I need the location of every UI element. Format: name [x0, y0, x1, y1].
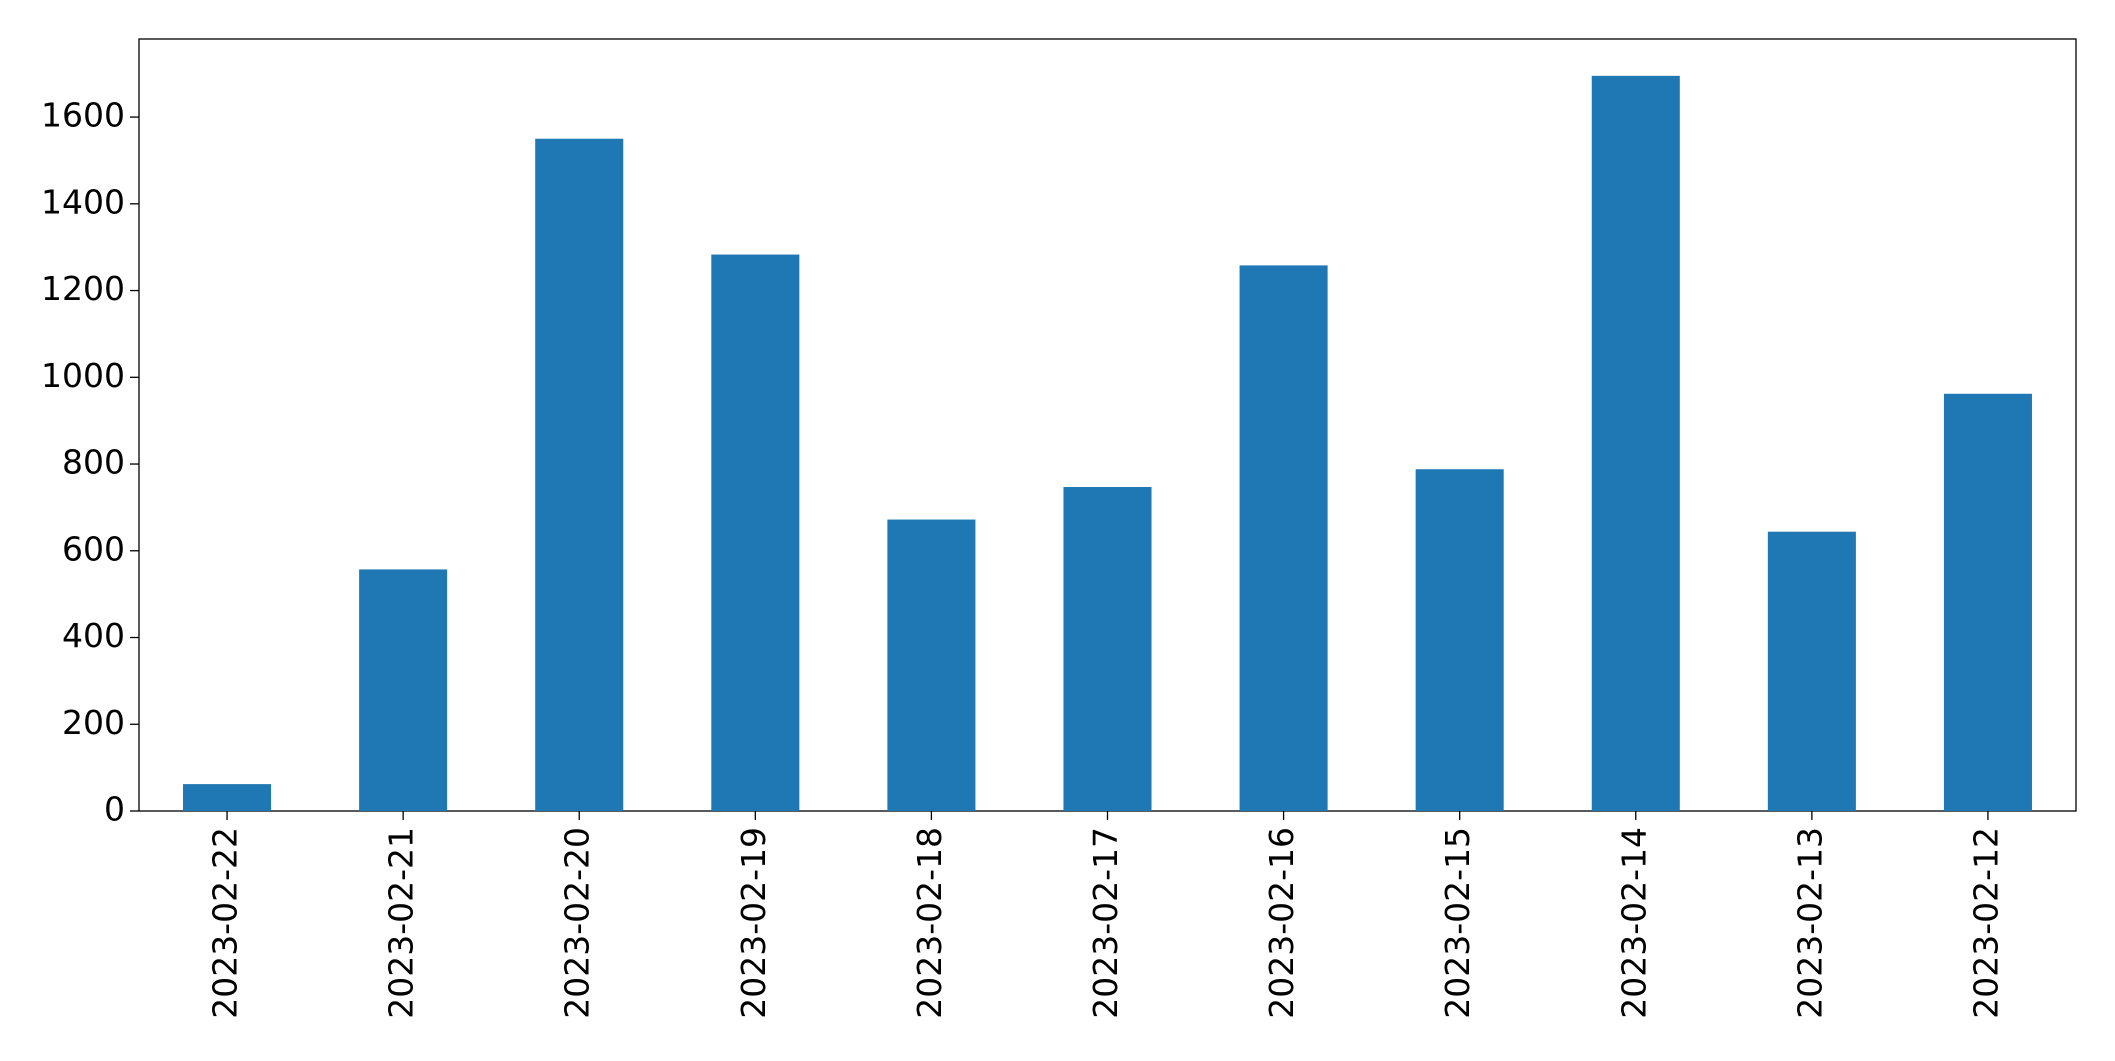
y-tick-label: 400: [62, 616, 125, 655]
bar: [1415, 469, 1504, 811]
y-tick-label: 0: [104, 790, 125, 829]
y-tick-label: 1600: [41, 96, 125, 135]
x-tick-label: 2023-02-14: [1614, 827, 1653, 1019]
bar: [183, 784, 272, 811]
x-tick-label: 2023-02-20: [558, 827, 597, 1019]
y-tick-label: 1200: [41, 269, 125, 308]
x-tick-label: 2023-02-19: [734, 827, 773, 1019]
y-tick-label: 600: [62, 529, 125, 568]
bar: [711, 254, 800, 812]
y-tick-label: 200: [62, 703, 125, 742]
x-tick-label: 2023-02-17: [1086, 827, 1125, 1019]
bar: [535, 138, 624, 811]
y-tick-label: 1400: [41, 182, 125, 221]
x-tick-label: 2023-02-13: [1790, 827, 1829, 1019]
x-tick-label: 2023-02-16: [1262, 827, 1301, 1019]
x-tick-label: 2023-02-22: [206, 827, 245, 1019]
x-tick-label: 2023-02-15: [1438, 827, 1477, 1019]
bar: [1767, 531, 1856, 811]
y-tick-label: 1000: [41, 356, 125, 395]
bar: [1591, 75, 1680, 811]
x-tick-label: 2023-02-12: [1966, 827, 2005, 1019]
bar: [1943, 393, 2032, 811]
bar: [1239, 265, 1328, 811]
x-tick-label: 2023-02-18: [910, 827, 949, 1019]
x-tick-label: 2023-02-21: [382, 827, 421, 1019]
bar: [887, 519, 976, 811]
bar: [1063, 487, 1152, 811]
y-tick-label: 800: [62, 443, 125, 482]
bar: [359, 569, 448, 811]
